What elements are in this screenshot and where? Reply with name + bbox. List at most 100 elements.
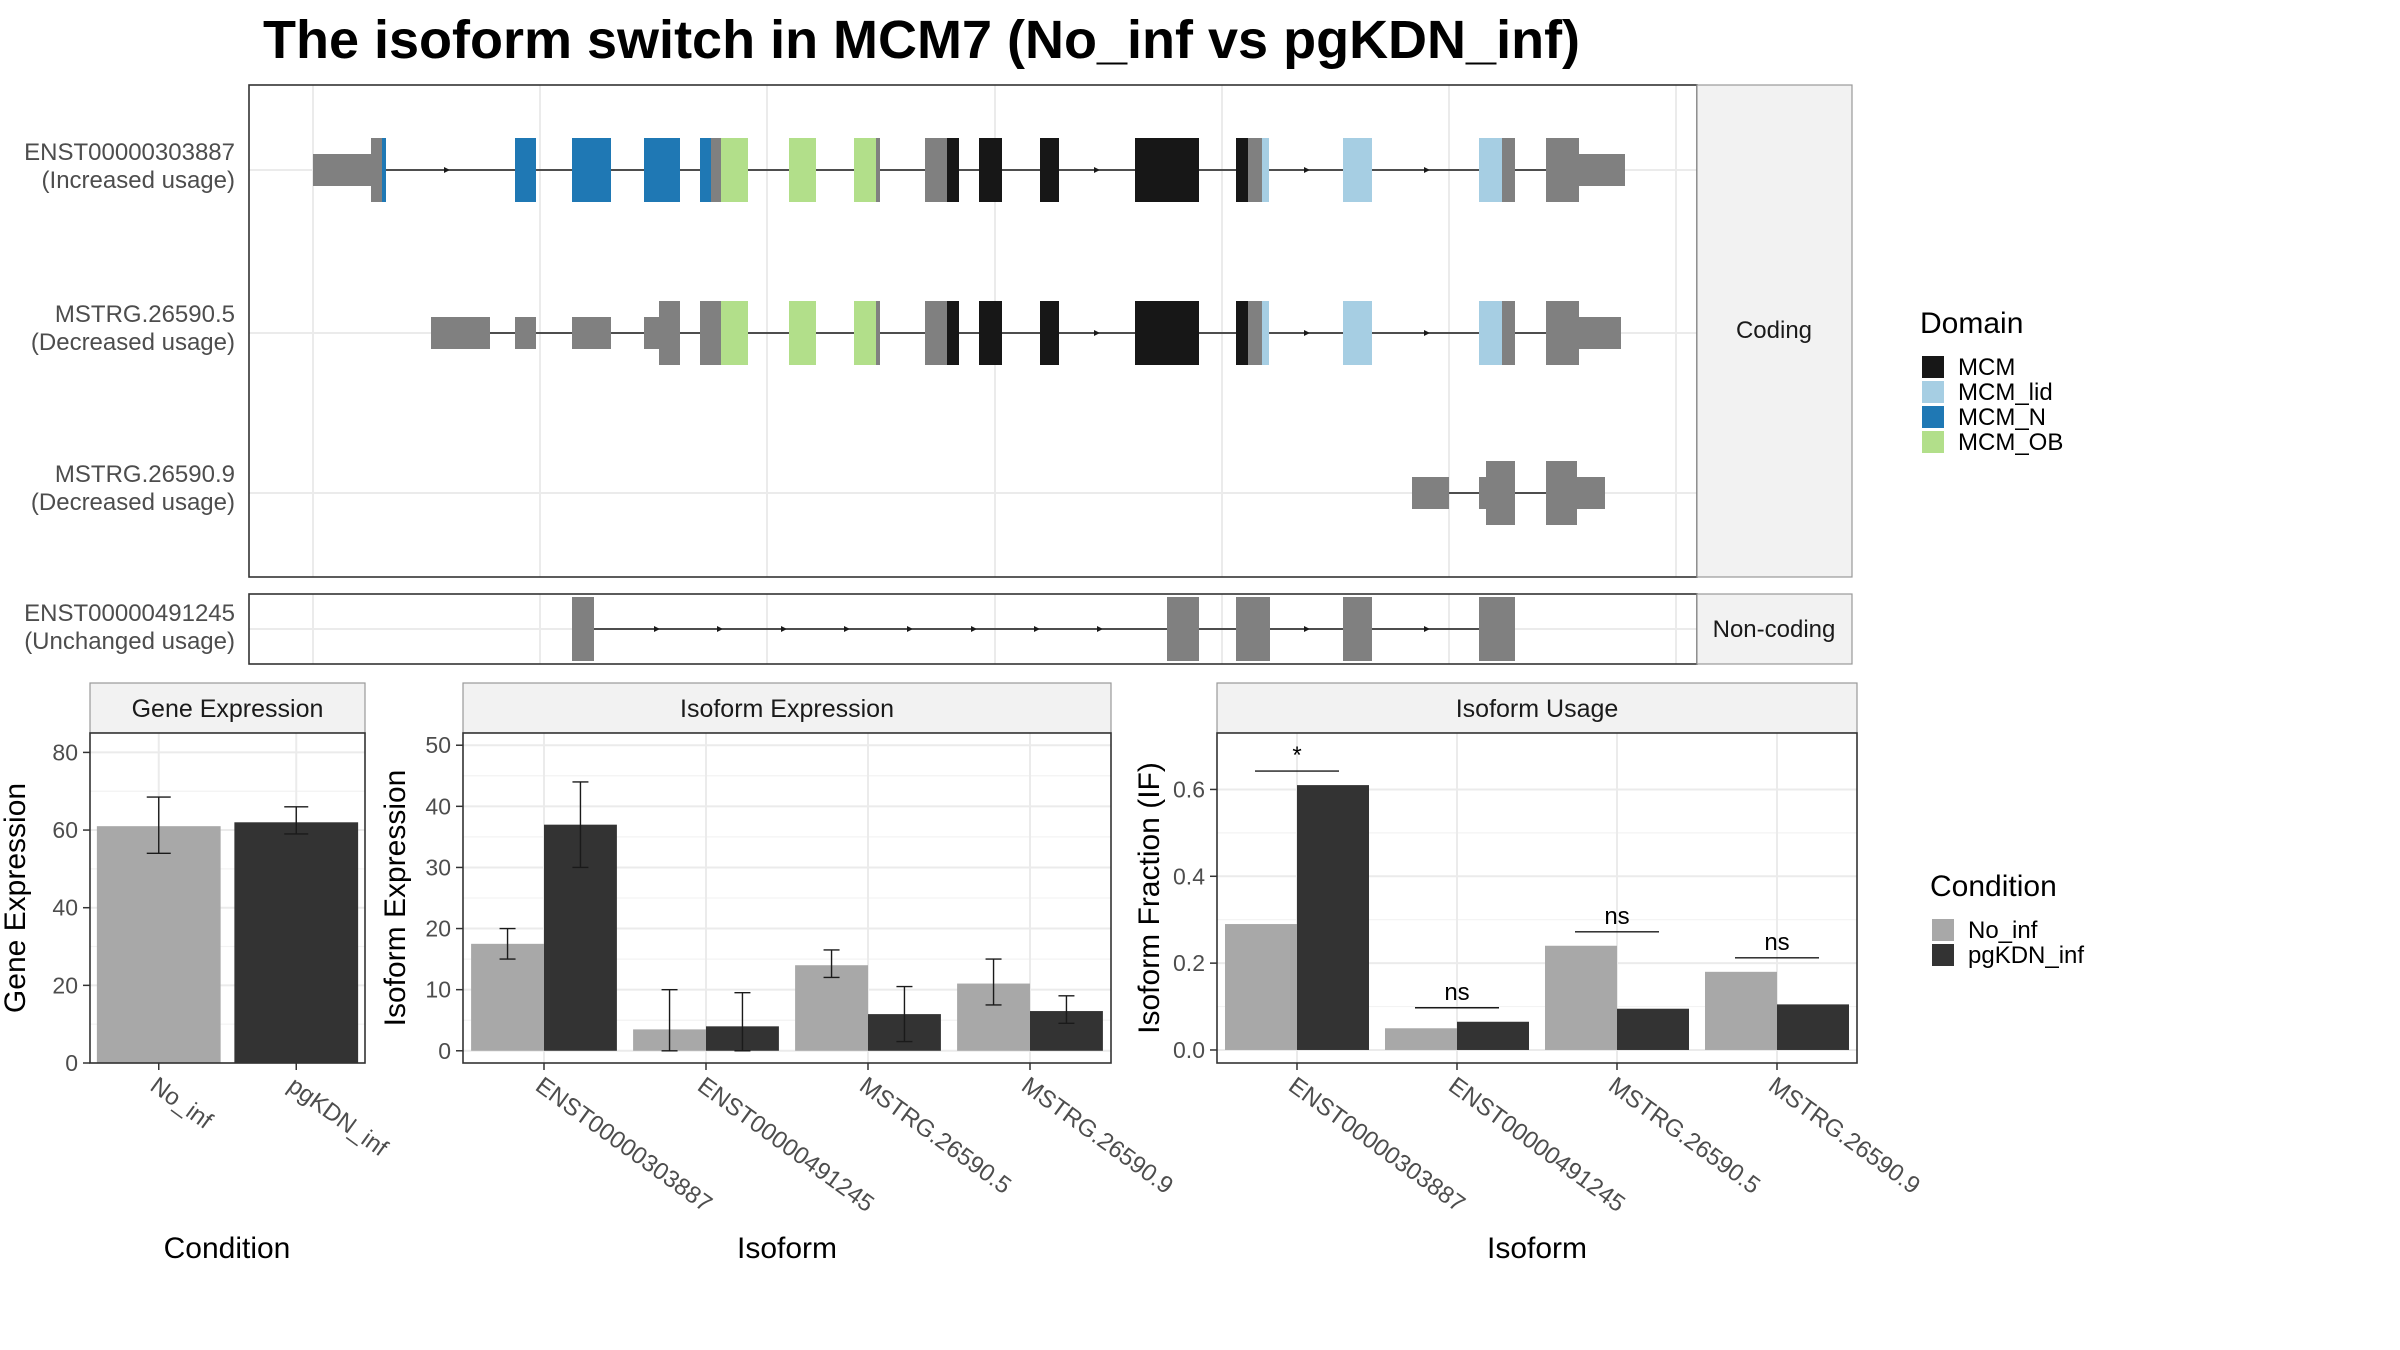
transcript-id-label: MSTRG.26590.5 [55, 301, 235, 328]
direction-arrow [971, 626, 977, 632]
utr-exon [431, 317, 490, 349]
y-tick-label: 40 [425, 793, 451, 819]
transcript-id-label: ENST00000303887 [24, 139, 235, 166]
bar-No_inf [1385, 1028, 1457, 1050]
condition-legend-label: pgKDN_inf [1968, 942, 2084, 969]
y-tick-label: 30 [425, 854, 451, 880]
domain-exon [1040, 138, 1059, 202]
direction-arrow [1094, 167, 1100, 173]
transcript-usage-label: (Decreased usage) [31, 329, 235, 356]
domain-exon [721, 138, 748, 202]
direction-arrow [444, 167, 450, 173]
domain-exon [1040, 301, 1059, 365]
direction-arrow [781, 626, 787, 632]
utr-exon [1167, 597, 1199, 661]
domain-legend-swatch [1922, 356, 1944, 378]
utr-exon [1546, 138, 1579, 202]
domain-legend-label: MCM [1958, 354, 2015, 381]
bar-pgKDN_inf [234, 822, 359, 1063]
isoform-expression-panel: Isoform Expression 0 10 20 30 40 50 ENST0000030… [379, 682, 1178, 1265]
x-tick-label: pgKDN_inf [283, 1072, 393, 1162]
panel-strip-label: Isoform Expression [680, 695, 894, 723]
x-tick-label: No_inf [145, 1072, 217, 1135]
bar-No_inf [795, 965, 868, 1051]
panel-strip-label: Gene Expression [132, 695, 324, 723]
utr-exon [1546, 461, 1577, 525]
utr-exon [700, 301, 721, 365]
utr-exon [644, 317, 659, 349]
significance-label: * [1292, 742, 1301, 769]
direction-arrow [1304, 330, 1310, 336]
y-tick-label: 50 [425, 732, 451, 758]
x-axis-title: Isoform [737, 1232, 837, 1265]
direction-arrow [1304, 167, 1310, 173]
bar-pgKDN_inf [1457, 1021, 1529, 1050]
direction-arrow [844, 626, 850, 632]
domain-exon [1135, 138, 1199, 202]
utr-exon [876, 301, 880, 365]
domain-exon [1236, 138, 1248, 202]
utr-exon [711, 138, 721, 202]
domain-exon [979, 301, 1002, 365]
y-axis-title: Isoform Fraction (IF) [1133, 762, 1166, 1034]
panel-strip-label: Isoform Usage [1456, 695, 1619, 723]
utr-exon [313, 154, 371, 186]
utr-exon [925, 301, 947, 365]
utr-exon [1479, 477, 1486, 509]
transcript-usage-label: (Unchanged usage) [24, 628, 235, 655]
utr-exon [1248, 301, 1262, 365]
domain-exon [1343, 138, 1372, 202]
direction-arrow [1097, 626, 1103, 632]
coding-structure-panel [248, 84, 1698, 578]
domain-exon [1262, 138, 1269, 202]
plot-border [89, 732, 366, 1064]
utr-exon [572, 317, 611, 349]
domain-legend-title: Domain [1920, 307, 2023, 340]
y-axis-title: Gene Expression [0, 783, 32, 1013]
domain-exon [789, 138, 816, 202]
significance-label: ns [1764, 929, 1789, 956]
y-tick-label: 20 [52, 972, 78, 998]
utr-exon [1579, 154, 1625, 186]
utr-exon [1577, 477, 1605, 509]
direction-arrow [1304, 626, 1310, 632]
utr-exon [572, 597, 594, 661]
utr-exon [1502, 301, 1515, 365]
direction-arrow [717, 626, 723, 632]
direction-arrow [1424, 167, 1430, 173]
figure-title: The isoform switch in MCM7 (No_inf vs pg… [263, 10, 1580, 70]
domain-exon [1262, 301, 1269, 365]
transcript-id-label: ENST00000491245 [24, 600, 235, 627]
y-tick-label: 10 [425, 977, 451, 1003]
utr-exon [876, 138, 880, 202]
domain-exon [644, 138, 680, 202]
domain-exon [382, 138, 386, 202]
x-tick-label: MSTRG.26590.5 [854, 1072, 1016, 1200]
noncoding-structure-panel [248, 593, 1698, 665]
direction-arrow [654, 626, 660, 632]
direction-arrow [907, 626, 913, 632]
y-tick-label: 0.0 [1173, 1037, 1205, 1063]
utr-exon [925, 138, 947, 202]
utr-exon [1502, 138, 1515, 202]
transcript-labels: ENST00000303887(Increased usage) MSTRG.26… [24, 139, 235, 655]
x-tick-label: ENST00000303887 [530, 1072, 716, 1218]
coding-facet-label: Coding [1736, 317, 1812, 344]
utr-exon [1343, 597, 1372, 661]
y-tick-label: 0 [65, 1050, 78, 1076]
condition-legend-label: No_inf [1968, 917, 2038, 944]
domain-exon [947, 301, 959, 365]
panel-strip [89, 682, 366, 734]
domain-exon [854, 301, 876, 365]
domain-legend-label: MCM_N [1958, 404, 2046, 431]
y-tick-label: 80 [52, 739, 78, 765]
utr-exon [1579, 317, 1621, 349]
transcript-usage-label: (Increased usage) [42, 167, 235, 194]
bar-pgKDN_inf [1777, 1004, 1849, 1050]
domain-legend-swatch [1922, 431, 1944, 453]
significance-label: ns [1444, 979, 1469, 1006]
domain-exon [947, 138, 959, 202]
plot-border [462, 732, 1112, 1064]
domain-exon [789, 301, 816, 365]
